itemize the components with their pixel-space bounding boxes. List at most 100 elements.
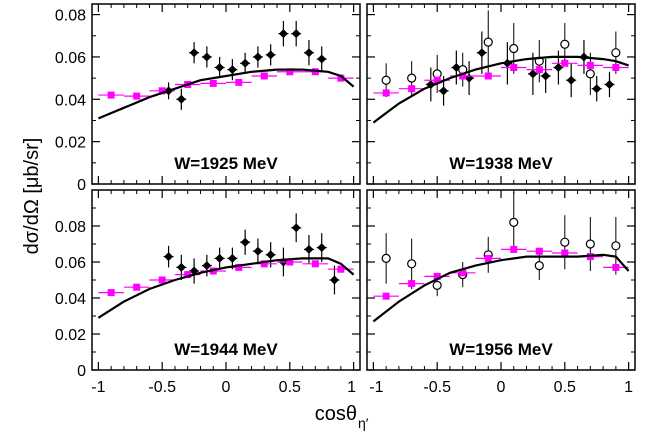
open-circle-point	[407, 259, 417, 269]
closed-diamond-point	[189, 48, 199, 58]
closed-diamond-point	[439, 86, 449, 96]
closed-diamond-point	[202, 52, 212, 62]
closed-diamond-point	[215, 63, 225, 73]
closed-diamond-point	[176, 262, 186, 272]
magenta-square-point	[484, 72, 492, 80]
closed-diamond-point	[227, 253, 237, 263]
closed-diamond-point	[227, 65, 237, 75]
open-circle-point	[585, 239, 595, 249]
open-circle-point	[509, 217, 519, 227]
x-axis-label: cosθ η′	[315, 403, 369, 431]
y-tick-label: 0	[77, 177, 86, 194]
closed-diamond-point	[304, 244, 314, 254]
model-curve	[97, 68, 355, 120]
magenta-square-point	[484, 254, 492, 262]
x-tick-label: 1	[624, 379, 633, 396]
y-tick-label: 0.02	[55, 327, 86, 344]
x-tick-label: 0	[222, 379, 231, 396]
closed-diamond-point	[266, 250, 276, 260]
x-tick-label: 0.5	[554, 379, 576, 396]
open-circle-point	[381, 253, 391, 263]
panel-2: W=1938 MeV	[366, 3, 636, 185]
closed-diamond-point	[317, 54, 327, 64]
closed-diamond-point	[202, 261, 212, 271]
y-tick-label: 0.04	[55, 291, 86, 308]
magenta-square-point	[433, 76, 441, 84]
panel-4: -1 -0.5 0 0.5 1 W=1956 MeV	[366, 189, 636, 396]
closed-diamond-point	[592, 84, 602, 94]
panel-title: W=1944 MeV	[174, 340, 278, 359]
x-tick-label: -0.5	[148, 379, 176, 396]
open-circle-point	[534, 261, 544, 271]
magenta-square-point	[133, 92, 141, 100]
closed-diamond-point	[541, 71, 551, 81]
magenta-square-point	[382, 292, 390, 300]
closed-diamond-point	[278, 29, 288, 39]
magenta-square-point	[235, 78, 243, 86]
magenta-square-point	[459, 72, 467, 80]
magenta-square-point	[535, 66, 543, 74]
closed-diamond-point	[604, 79, 614, 89]
panel-title: W=1938 MeV	[449, 154, 553, 173]
magenta-square-point	[158, 87, 166, 95]
closed-diamond-point	[477, 48, 487, 58]
y-tick-label: 0.08	[55, 219, 86, 236]
y-tick-label: 0	[77, 363, 86, 380]
closed-diamond-point	[291, 29, 301, 39]
closed-diamond-point	[266, 50, 276, 60]
magenta-square-point	[235, 263, 243, 271]
magenta-square-point	[561, 59, 569, 67]
magenta-square-point	[133, 283, 141, 291]
magenta-square-point	[311, 260, 319, 268]
magenta-square-point	[260, 260, 268, 268]
magenta-square-point	[382, 89, 390, 97]
x-tick-label: -1	[369, 379, 383, 396]
magenta-square-point	[107, 289, 115, 297]
y-axis-label: dσ/dΩ [μb/sr]	[21, 138, 43, 255]
y-tick-label: 0.02	[55, 135, 86, 152]
x-tick-label: -0.5	[423, 379, 451, 396]
magenta-square-point	[286, 68, 294, 76]
magenta-square-point	[510, 245, 518, 253]
x-tick-label: -1	[91, 379, 105, 396]
open-circle-point	[407, 73, 417, 83]
closed-diamond-point	[215, 253, 225, 263]
closed-diamond-point	[291, 223, 301, 233]
x-axis-label-subscript: η′	[358, 415, 369, 431]
y-tick-label: 0.08	[55, 8, 86, 25]
magenta-square-point	[337, 265, 345, 273]
panels: 0 0.02 0.04 0.06 0.08 W=1925 MeV W=1938 MeV -1 -…	[55, 3, 636, 396]
y-tick-label: 0.06	[55, 50, 86, 67]
magenta-square-point	[586, 61, 594, 69]
open-circle-point	[381, 75, 391, 85]
closed-diamond-point	[240, 237, 250, 247]
magenta-square-point	[337, 74, 345, 82]
open-circle-point	[432, 280, 442, 290]
closed-diamond-point	[304, 48, 314, 58]
magenta-square-point	[612, 64, 620, 72]
magenta-square-point	[433, 272, 441, 280]
closed-diamond-point	[329, 275, 339, 285]
magenta-square-point	[158, 276, 166, 284]
magenta-square-point	[286, 258, 294, 266]
open-circle-point	[432, 69, 442, 79]
magenta-square-point	[408, 85, 416, 93]
open-circle-point	[585, 69, 595, 79]
closed-diamond-point	[253, 52, 263, 62]
panel-title: W=1925 MeV	[174, 154, 278, 173]
open-circle-point	[611, 48, 621, 58]
magenta-square-point	[561, 249, 569, 257]
closed-diamond-point	[528, 69, 538, 79]
y-tick-label: 0.06	[55, 255, 86, 272]
panel-1: 0 0.02 0.04 0.06 0.08 W=1925 MeV	[55, 3, 361, 194]
closed-diamond-point	[253, 246, 263, 256]
panel-title: W=1956 MeV	[449, 340, 553, 359]
closed-diamond-point	[566, 75, 576, 85]
open-circle-point	[611, 241, 621, 251]
open-circle-point	[560, 39, 570, 49]
x-axis-label-main: cosθ	[315, 403, 357, 425]
magenta-square-point	[459, 269, 467, 277]
closed-diamond-point	[240, 58, 250, 68]
closed-diamond-point	[317, 243, 327, 253]
open-circle-point	[483, 37, 493, 47]
